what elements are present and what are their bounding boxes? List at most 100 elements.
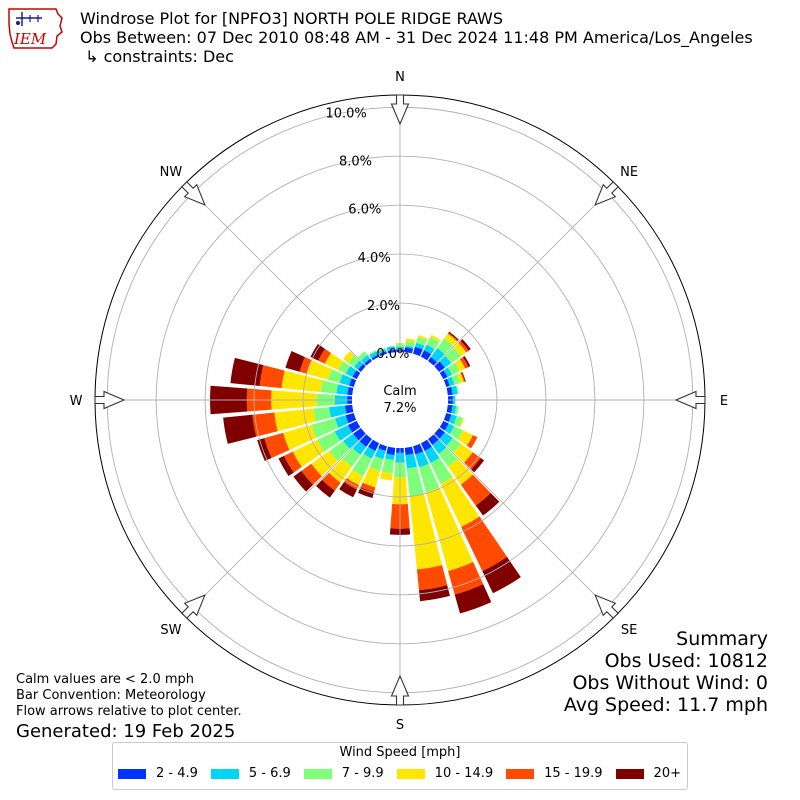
bar-segment (374, 448, 386, 460)
bar-segment (482, 556, 521, 594)
bar-segment (455, 385, 459, 395)
bar-segment (369, 456, 384, 471)
bar-segment (347, 386, 354, 396)
radial-tick-label: 8.0% (339, 155, 372, 170)
legend-swatch (506, 768, 535, 779)
bar-segment (352, 441, 367, 455)
compass-labels: N NE E SE S SW W NW (70, 70, 729, 733)
bar-segment (362, 467, 381, 488)
bar-segment (259, 365, 285, 389)
bar-segment (328, 458, 352, 483)
flow-arrow-icon (594, 181, 619, 206)
bar-segment (339, 482, 357, 498)
grid-spoke (433, 184, 616, 367)
summary-title: Summary (676, 628, 768, 650)
bar-segment (430, 334, 441, 343)
bar-segment (457, 372, 464, 384)
bar-segment (404, 347, 414, 354)
bar-segment (453, 415, 463, 427)
bar-segment (274, 408, 316, 432)
chart-constraints: ↳ constraints: Dec (80, 47, 234, 66)
bar-segment (445, 347, 461, 364)
bar-segment (414, 342, 425, 350)
bar-segment (464, 452, 481, 470)
legend-items: 2 - 4.9 5 - 6.9 7 - 9.9 10 - 14.9 15 - 1… (118, 766, 681, 781)
legend-swatch (396, 768, 425, 779)
bar-segment (409, 493, 443, 570)
bar-segment (453, 443, 473, 463)
bar-segment (440, 477, 480, 528)
bar-segment (423, 344, 435, 355)
legend-item: 2 - 4.9 (118, 766, 198, 781)
compass-label: NE (620, 165, 638, 180)
bar-segment (443, 367, 453, 378)
bar-segment (418, 585, 450, 602)
bar-segment (327, 369, 343, 384)
bar-segment (264, 432, 290, 459)
bar-segment (448, 414, 457, 425)
bar-segment (347, 420, 361, 433)
bar-segment (416, 336, 428, 346)
bar-segment (293, 470, 314, 492)
bar-segment (353, 428, 366, 441)
bar-segment (363, 446, 376, 459)
bar-segment (475, 493, 500, 516)
bar-segment (434, 361, 445, 372)
flow-arrow-icon (390, 674, 410, 706)
bar-segment (448, 458, 473, 485)
compass-label: W (70, 394, 83, 409)
bar-segment (405, 338, 416, 343)
bar-segment (343, 351, 355, 363)
bar-segment (378, 443, 388, 451)
chart-title: Windrose Plot for [NPFO3] NORTH POLE RID… (80, 9, 504, 28)
chart-date-range: Obs Between: 07 Dec 2010 08:48 AM - 31 D… (80, 28, 753, 47)
bar-segment (451, 374, 461, 385)
bar-segment (334, 425, 353, 441)
legend-item: 10 - 14.9 (396, 766, 493, 781)
bar-segment (457, 430, 474, 446)
bar-segment (311, 450, 338, 477)
legend-item: 15 - 19.9 (506, 766, 603, 781)
flow-arrow-icon (594, 594, 619, 619)
flow-arrow-icon (390, 94, 410, 126)
bar-segment (230, 357, 264, 386)
radial-tick-label: 4.0% (358, 251, 391, 266)
bar-segment (458, 340, 469, 353)
bar-segment (358, 487, 375, 499)
bar-segment (299, 357, 312, 374)
bar-segment (426, 336, 440, 350)
legend-label: 7 - 9.9 (341, 766, 384, 781)
footnotes: Calm values are < 2.0 mph Bar Convention… (16, 672, 242, 743)
bar-segment (316, 479, 335, 498)
bar-segment (361, 355, 371, 364)
bar-segment (444, 423, 455, 434)
bar-segment (223, 414, 257, 444)
summary-panel: Summary Obs Used: 10812 Obs Without Wind… (564, 628, 768, 716)
bar-segment (451, 385, 458, 395)
radial-tick-label: 10.0% (325, 107, 366, 122)
bar-segment (358, 363, 366, 372)
legend-label: 15 - 19.9 (544, 766, 603, 781)
bar-segment (283, 451, 302, 473)
bar-segment (471, 458, 485, 473)
bar-segment (405, 345, 414, 349)
legend-item: 7 - 9.9 (303, 766, 384, 781)
bar-segment (404, 446, 414, 456)
bar-segment (447, 376, 455, 387)
bar-segment (460, 339, 471, 351)
bar-segment (371, 354, 380, 361)
bar-segment (310, 343, 325, 361)
bar-segment (324, 352, 344, 371)
bar-segment (444, 333, 458, 346)
bar-segment (447, 332, 458, 342)
legend-label: 5 - 6.9 (248, 766, 291, 781)
bar-segment (439, 420, 449, 431)
radial-tick-label: 6.0% (348, 203, 381, 218)
compass-label: NW (160, 165, 183, 180)
bar-segment (439, 432, 453, 446)
bar-segment (387, 349, 396, 354)
summary-obs-without-wind: Obs Without Wind: 0 (572, 672, 768, 694)
iem-logo: IEM (6, 6, 64, 52)
bar-segment (369, 351, 379, 359)
